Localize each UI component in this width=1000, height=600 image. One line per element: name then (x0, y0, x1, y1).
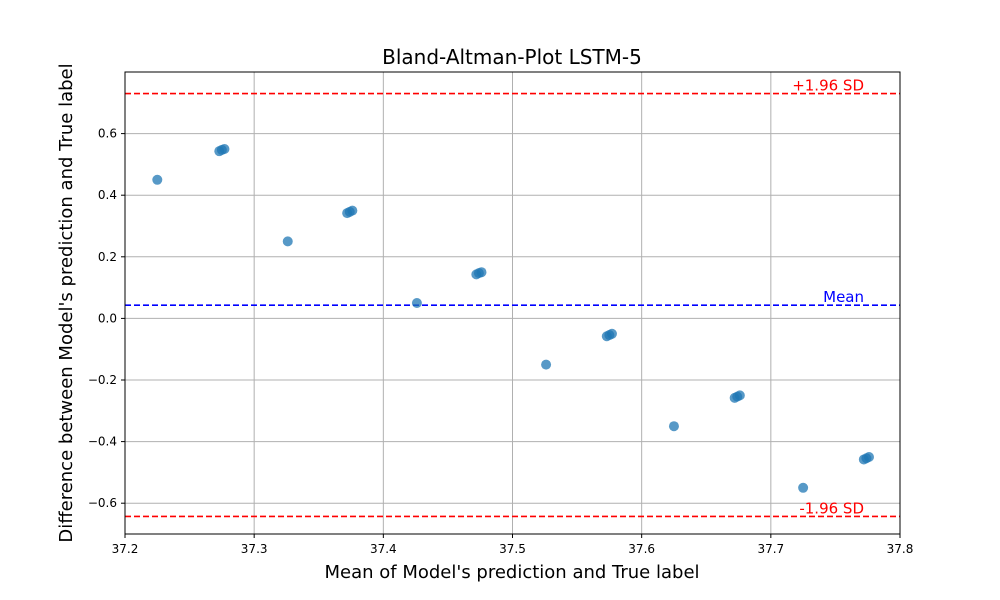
x-tick-label: 37.2 (112, 542, 139, 556)
reference-label: +1.96 SD (792, 77, 864, 95)
y-tick-label: −0.4 (88, 435, 117, 449)
reference-labels: +1.96 SD Mean -1.96 SD (792, 77, 864, 518)
data-point (152, 174, 163, 185)
data-point (798, 482, 809, 493)
data-point (347, 205, 358, 216)
data-point (476, 267, 487, 278)
y-tick-label: 0.0 (98, 311, 117, 325)
x-axis-label: Mean of Model's prediction and True labe… (324, 562, 699, 583)
y-tick-label: 0.2 (98, 250, 117, 264)
x-tick-label: 37.3 (241, 542, 268, 556)
data-point (734, 390, 745, 401)
y-tick-label: 0.4 (98, 188, 117, 202)
data-point (282, 236, 293, 247)
reference-lines (125, 92, 900, 518)
x-tick-label: 37.5 (499, 542, 526, 556)
reference-label: Mean (823, 288, 864, 306)
y-tick-label: −0.2 (88, 373, 117, 387)
data-point (606, 328, 617, 339)
chart-title: Bland-Altman-Plot LSTM-5 (382, 45, 642, 69)
x-tick-label: 37.4 (370, 542, 397, 556)
y-tick-label: 0.6 (98, 127, 117, 141)
y-axis-ticks: −0.6 −0.4 −0.2 0.0 0.2 0.4 0.6 (88, 127, 125, 510)
data-point (668, 421, 679, 432)
data-point (541, 359, 552, 370)
data-point (411, 298, 422, 308)
grid (124, 72, 901, 534)
reference-label: -1.96 SD (799, 499, 864, 517)
x-tick-label: 37.6 (628, 542, 655, 556)
y-tick-label: −0.6 (88, 496, 117, 510)
data-point (864, 452, 874, 462)
x-tick-label: 37.7 (757, 542, 784, 556)
scatter-points (152, 144, 874, 493)
data-point (219, 144, 230, 154)
x-axis-ticks: 37.2 37.3 37.4 37.5 37.6 37.7 37.8 (112, 534, 914, 556)
y-axis-label: Difference between Model's prediction an… (56, 63, 77, 542)
x-tick-label: 37.8 (887, 542, 914, 556)
